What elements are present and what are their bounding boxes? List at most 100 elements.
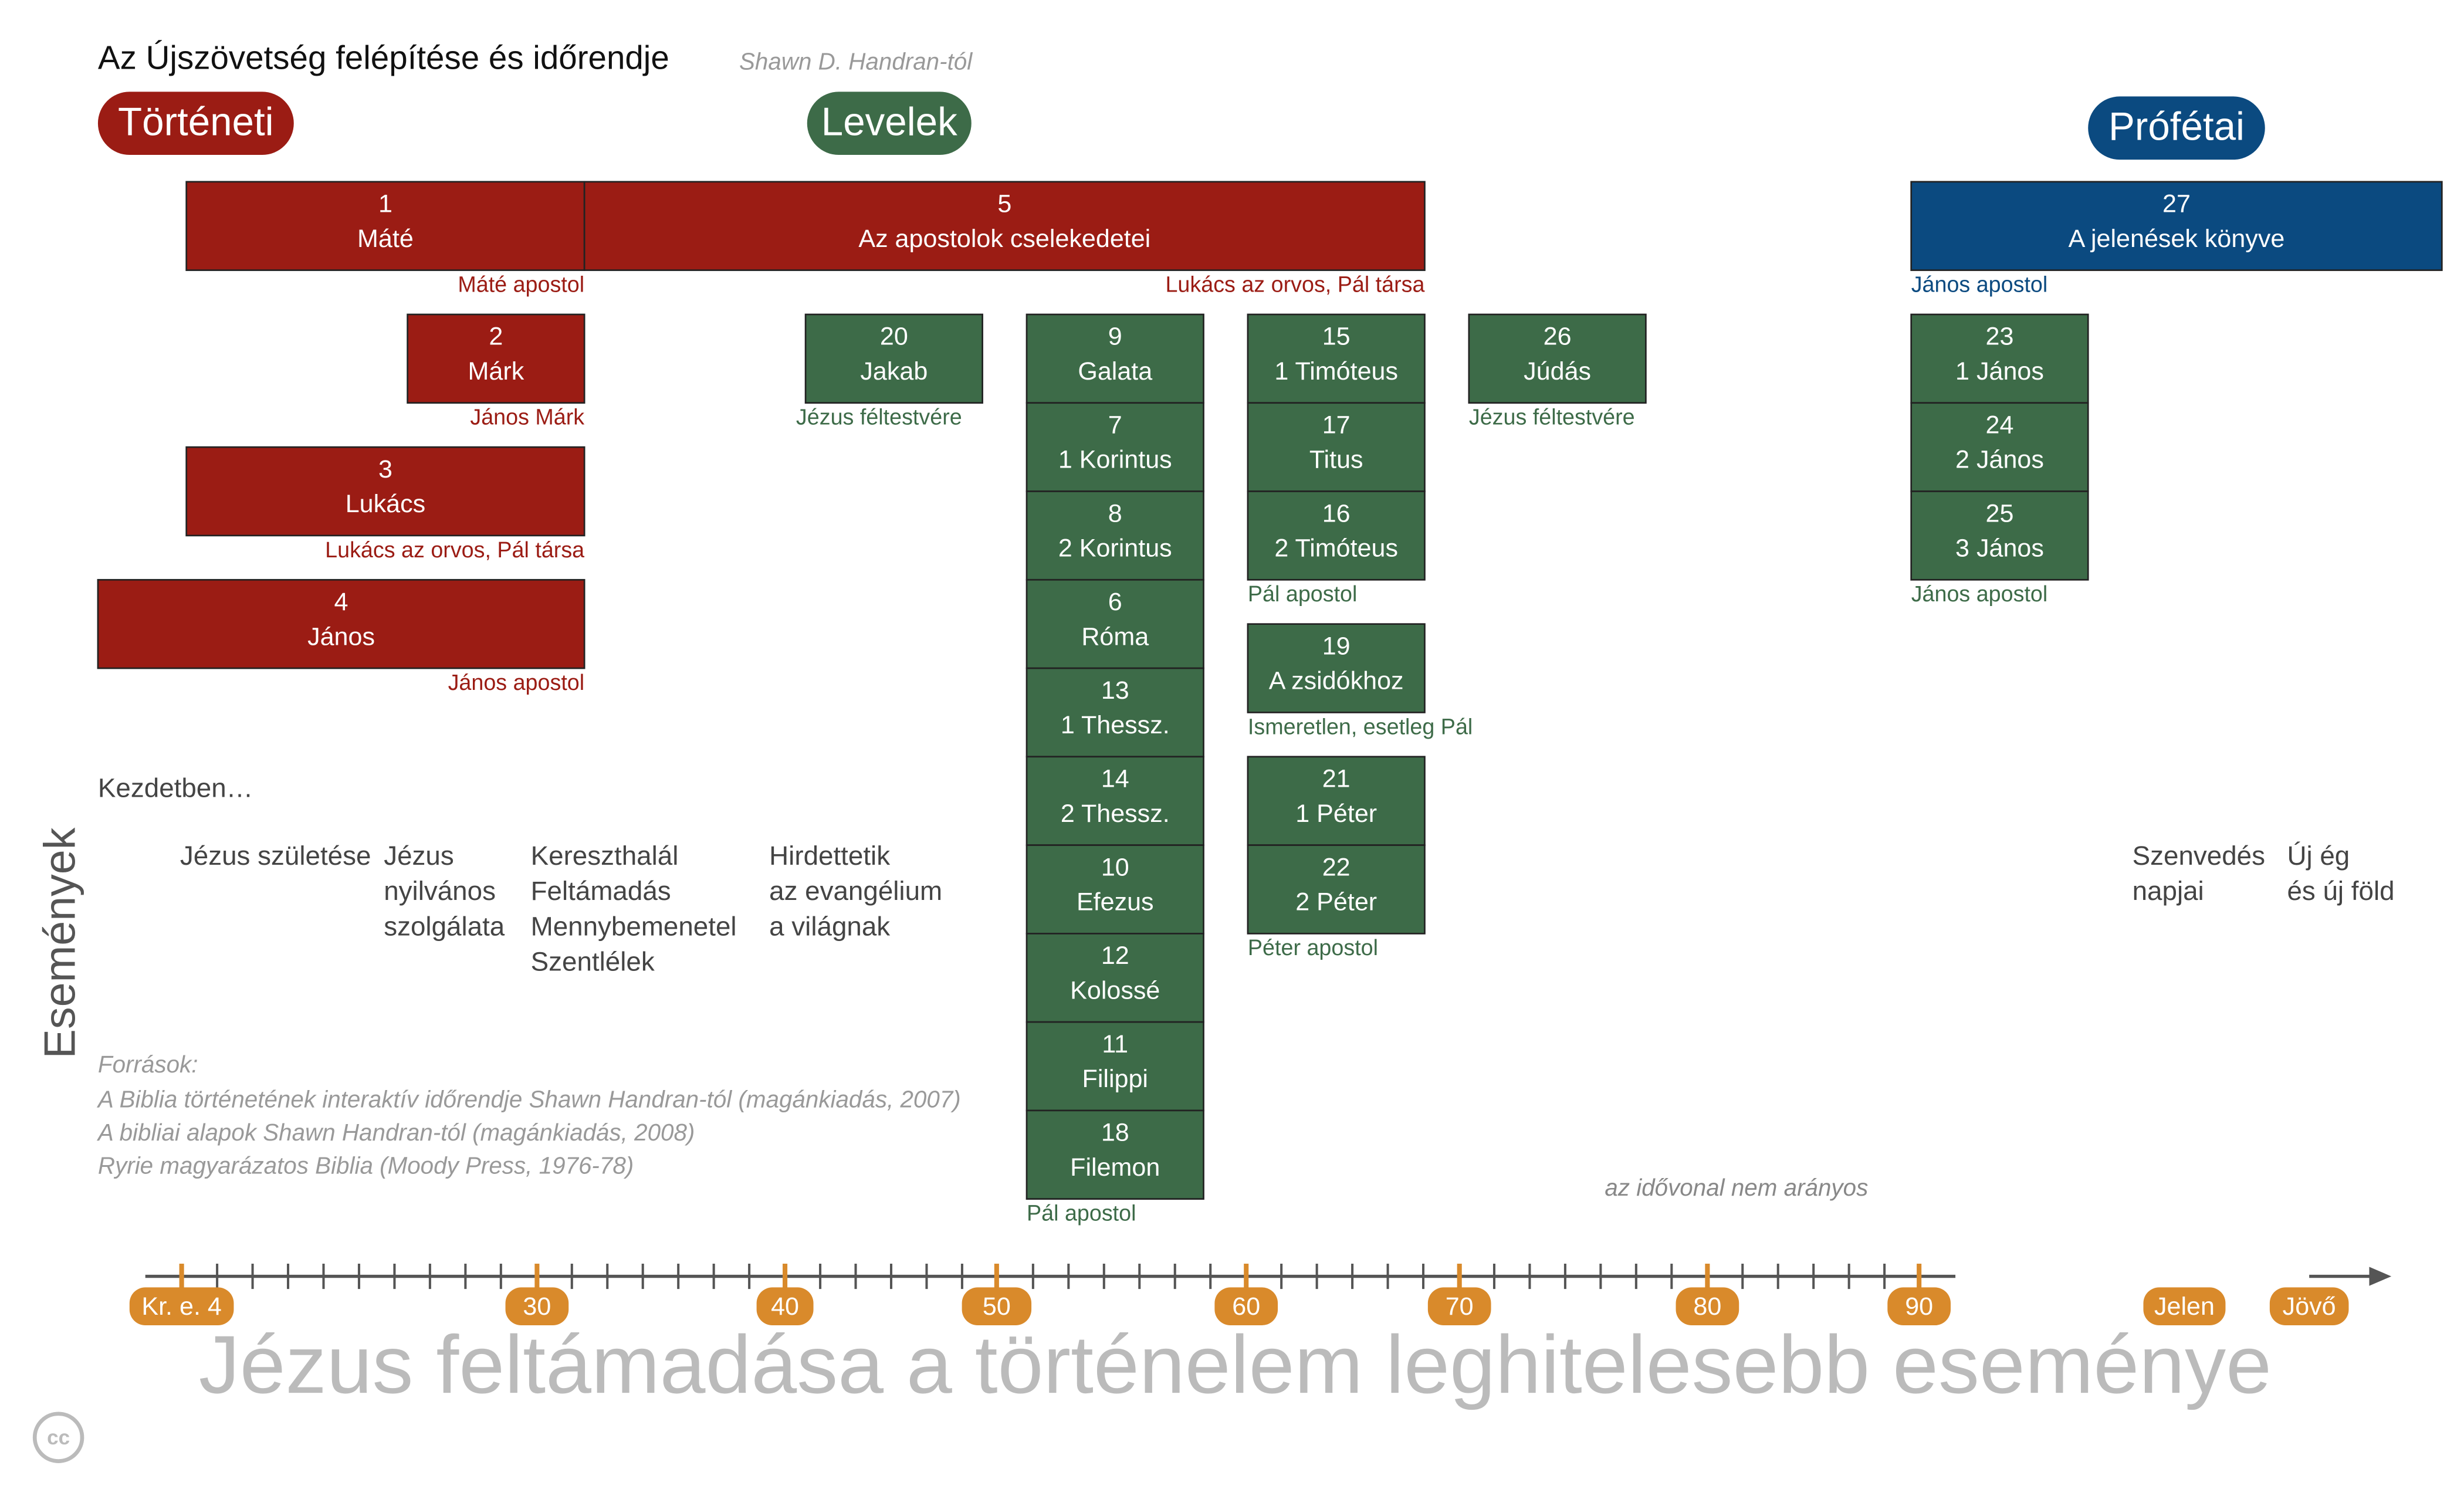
timeline-pill — [2269, 1287, 2349, 1326]
event-text: Új ég — [2287, 841, 2350, 871]
book-box — [1025, 844, 1204, 935]
book-author: Péter apostol — [1248, 935, 1378, 960]
book-number: 1 — [378, 190, 392, 218]
book-box — [1247, 313, 1426, 404]
timeline-label: 50 — [983, 1292, 1011, 1321]
timeline-pill — [1214, 1287, 1278, 1326]
book-number: 9 — [1108, 323, 1122, 351]
book-box — [1025, 1021, 1204, 1112]
book-box — [1247, 756, 1426, 846]
event-text: Jézus — [384, 841, 454, 871]
footer: Jézus feltámadása a történelem leghitele… — [199, 1318, 2272, 1410]
book-name: 2 Thessz. — [1061, 800, 1170, 828]
book-number: 2 — [489, 323, 503, 351]
book-box — [1025, 756, 1204, 846]
event-text: a világnak — [769, 911, 890, 941]
events-intro: Kezdetben… — [98, 773, 253, 803]
sources-heading: Források: — [98, 1051, 198, 1078]
book-number: 27 — [2162, 190, 2191, 218]
event-text: Hirdettetik — [769, 841, 890, 871]
timeline-pill — [505, 1287, 569, 1326]
book-box — [804, 313, 983, 404]
section-label: Prófétai — [2108, 105, 2245, 149]
book-box — [1910, 490, 2089, 581]
book-name: János — [307, 622, 375, 651]
book-name: Jakab — [860, 357, 928, 385]
book-author: Pál apostol — [1027, 1201, 1136, 1226]
book-number: 17 — [1322, 411, 1351, 439]
book-author: János apostol — [1911, 272, 2048, 296]
title: Az Újszövetség felépítése és időrendje — [98, 39, 669, 76]
book-box — [1025, 490, 1204, 581]
book-number: 10 — [1101, 853, 1129, 881]
book-number: 11 — [1102, 1030, 1128, 1058]
book-number: 3 — [378, 455, 392, 483]
book-name: Efezus — [1077, 888, 1154, 916]
book-author: János apostol — [1911, 581, 2048, 606]
book-name: 1 János — [1955, 357, 2044, 385]
book-number: 15 — [1322, 323, 1351, 351]
book-name: 1 Korintus — [1058, 446, 1172, 474]
event-text: napjai — [2133, 876, 2204, 906]
book-box — [1910, 313, 2089, 404]
book-number: 12 — [1101, 942, 1129, 970]
book-name: 1 Péter — [1295, 800, 1377, 828]
source-line: A Biblia történetének interaktív időrend… — [97, 1085, 961, 1112]
book-number: 26 — [1544, 323, 1572, 351]
timeline-label: 60 — [1232, 1292, 1260, 1321]
book-name: 2 Péter — [1295, 888, 1377, 916]
book-name: 1 Timóteus — [1274, 357, 1398, 385]
timeline-label: 30 — [523, 1292, 551, 1321]
book-name: Titus — [1309, 446, 1363, 474]
event-text: és új föld — [2287, 876, 2394, 906]
book-number: 16 — [1322, 499, 1351, 527]
book-name: Róma — [1081, 622, 1149, 651]
book-author: Jézus féltestvére — [796, 405, 962, 429]
event-text: Szentlélek — [531, 946, 655, 976]
book-box — [185, 446, 585, 537]
book-box — [185, 181, 585, 271]
book-author: Lukács az orvos, Pál társa — [1165, 272, 1424, 296]
book-author: János Márk — [470, 405, 584, 429]
book-number: 4 — [334, 588, 348, 616]
event-text: Szenvedés — [2133, 841, 2265, 871]
timeline-pill — [962, 1287, 1032, 1326]
book-author: Máté apostol — [458, 272, 584, 296]
timeline-label: Jövő — [2283, 1292, 2336, 1321]
event-text: Jézus születése — [180, 841, 371, 871]
book-box — [1247, 490, 1426, 581]
timeline-label: 40 — [771, 1292, 799, 1321]
book-box — [1025, 933, 1204, 1023]
timeline-pill — [2143, 1287, 2226, 1326]
events-label: Események — [35, 827, 84, 1058]
author: Shawn D. Handran-tól — [739, 48, 973, 75]
book-number: 19 — [1322, 632, 1351, 660]
timeline-pill — [1887, 1287, 1951, 1326]
book-name: 2 Korintus — [1058, 534, 1172, 562]
book-box — [1247, 844, 1426, 935]
book-author: János apostol — [448, 670, 585, 695]
event-text: nyilvános — [384, 876, 496, 906]
note: az idővonal nem arányos — [1605, 1174, 1868, 1201]
book-number: 5 — [997, 190, 1011, 218]
source-line: A bibliai alapok Shawn Handran-tól (magá… — [97, 1119, 695, 1146]
book-box — [1025, 578, 1204, 669]
book-box — [407, 313, 585, 404]
section-pill — [2088, 96, 2265, 160]
book-number: 13 — [1101, 676, 1129, 705]
book-name: 1 Thessz. — [1061, 711, 1170, 739]
book-number: 7 — [1108, 411, 1122, 439]
book-box — [1910, 181, 2443, 271]
book-name: Galata — [1078, 357, 1152, 385]
book-author: Lukács az orvos, Pál társa — [325, 537, 584, 562]
book-name: 3 János — [1955, 534, 2044, 562]
book-name: Az apostolok cselekedetei — [858, 225, 1150, 253]
book-name: Lukács — [346, 490, 425, 518]
timeline-label: Kr. e. 4 — [141, 1292, 221, 1321]
book-number: 21 — [1322, 765, 1351, 793]
book-author: Pál apostol — [1248, 581, 1357, 606]
book-box — [583, 181, 1426, 271]
book-name: A zsidókhoz — [1269, 667, 1404, 695]
timeline-label: 80 — [1693, 1292, 1721, 1321]
